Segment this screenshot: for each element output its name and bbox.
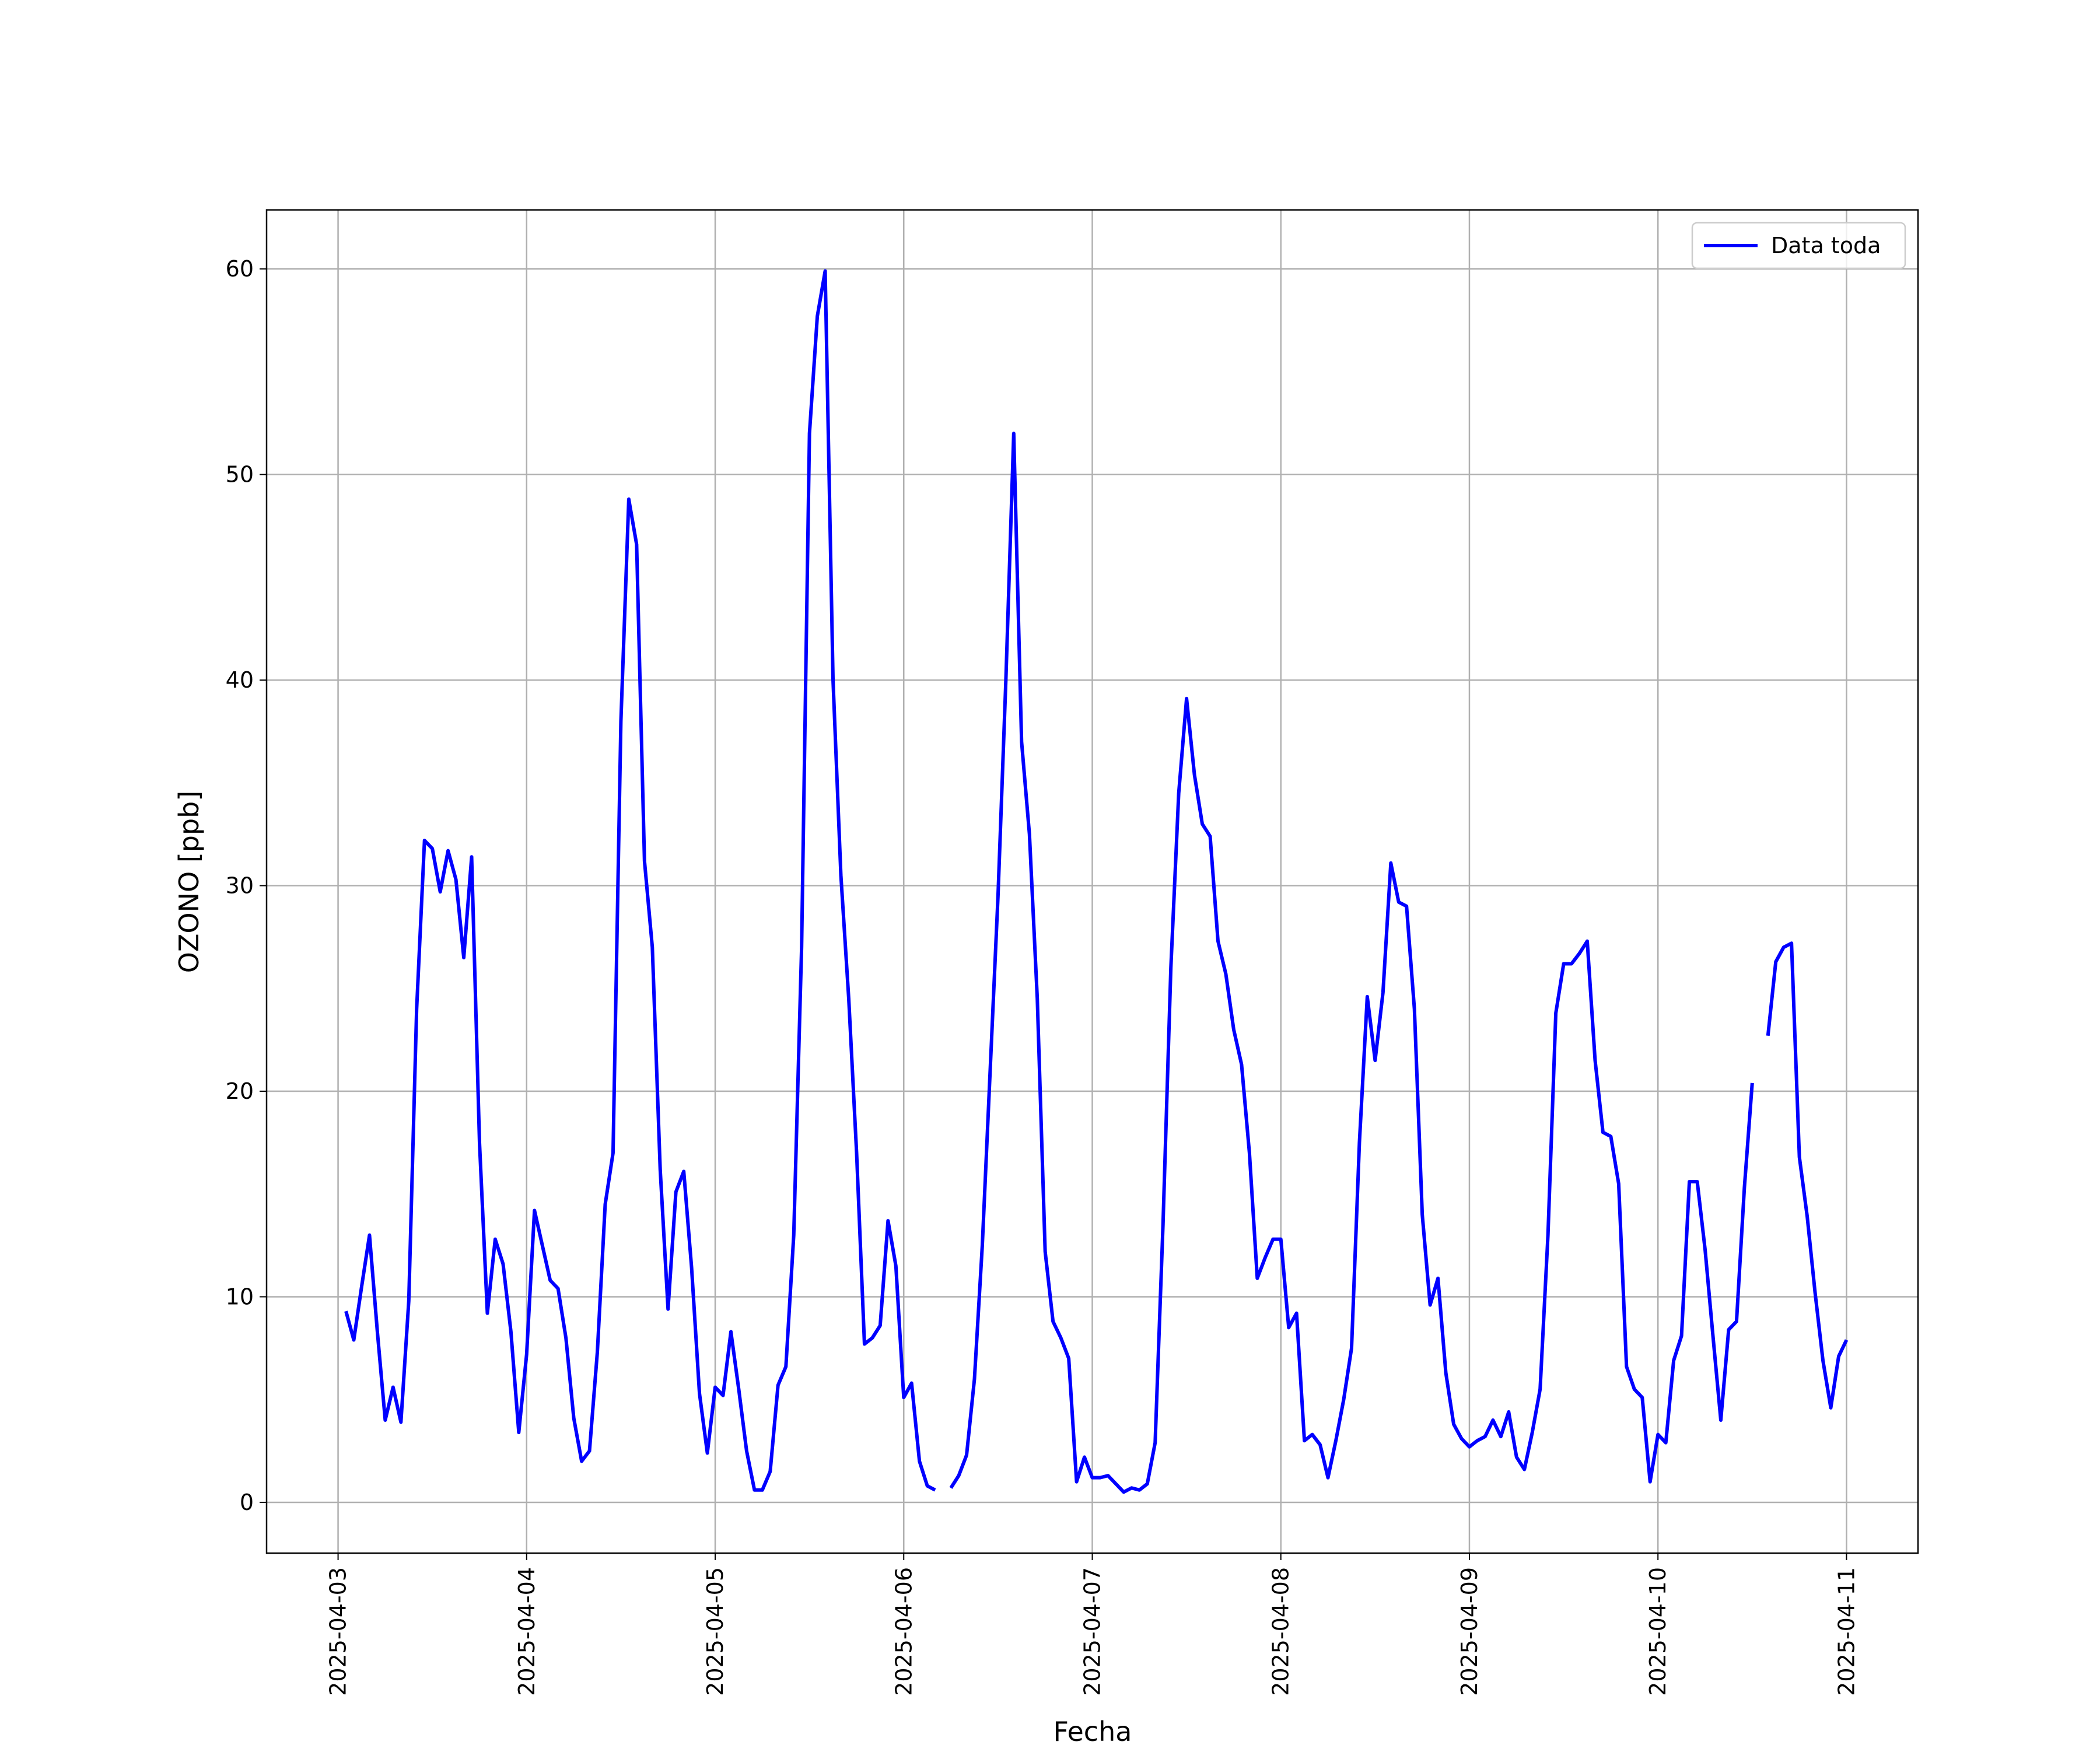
y-tick-label: 20	[226, 1078, 254, 1104]
y-tick-label: 0	[240, 1490, 254, 1515]
line-series	[344, 269, 1849, 1494]
x-tick-label: 2025-04-10	[1645, 1567, 1671, 1696]
plot-frame	[265, 209, 1919, 1554]
x-tick-label: 2025-04-09	[1457, 1567, 1482, 1696]
y-tick-label: 50	[226, 462, 254, 488]
legend-label: Data toda	[1771, 233, 1881, 258]
x-tick-label: 2025-04-05	[702, 1567, 728, 1696]
x-tick-label: 2025-04-11	[1833, 1567, 1859, 1696]
x-tick-label: 2025-04-08	[1268, 1567, 1294, 1696]
y-tick-label: 40	[226, 667, 254, 693]
y-tick-label: 60	[226, 256, 254, 282]
x-tick-label: 2025-04-07	[1080, 1567, 1105, 1696]
y-tick-label: 30	[226, 873, 254, 899]
y-tick-label: 10	[226, 1284, 254, 1309]
x-axis-label: Fecha	[1054, 1716, 1132, 1747]
x-tick-label: 2025-04-04	[514, 1567, 540, 1696]
legend-box	[1691, 222, 1906, 269]
x-tick-label: 2025-04-03	[326, 1567, 351, 1696]
y-axis-label: OZONO [ppb]	[173, 791, 205, 973]
x-tick-label: 2025-04-06	[891, 1567, 916, 1696]
